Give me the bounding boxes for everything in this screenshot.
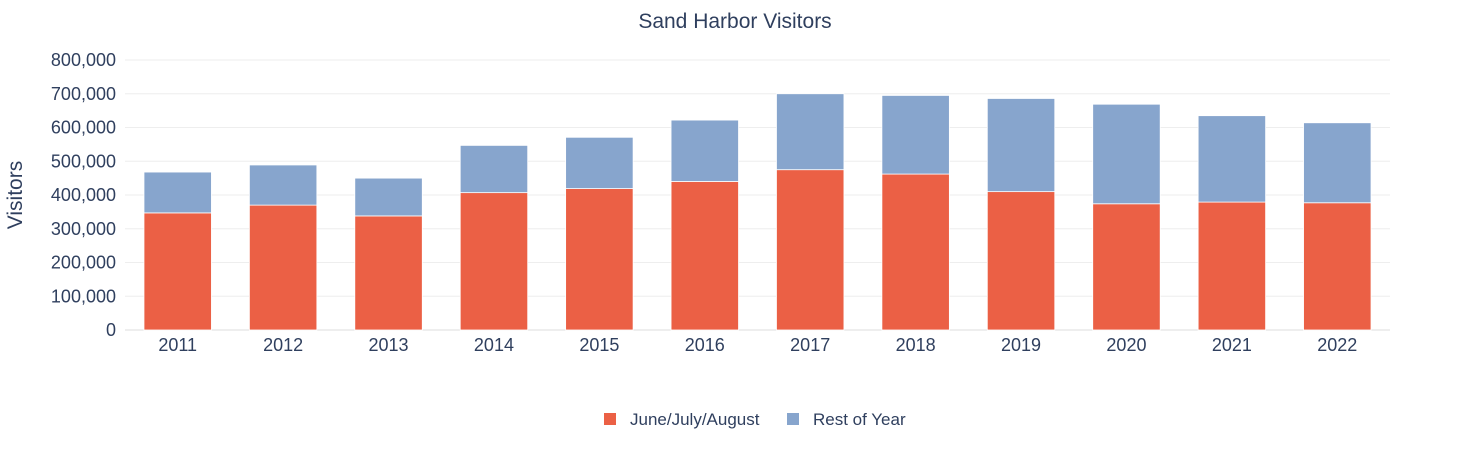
bar-summer-2011	[143, 212, 212, 331]
bar-rest-of-year-2015	[565, 136, 634, 189]
x-tick-label: 2019	[1001, 335, 1041, 355]
x-tick-label: 2013	[369, 335, 409, 355]
bars	[143, 93, 1372, 331]
x-tick-label: 2018	[896, 335, 936, 355]
x-tick-label: 2014	[474, 335, 514, 355]
y-tick-label: 700,000	[51, 84, 116, 104]
bar-rest-of-year-2016	[670, 119, 739, 182]
y-tick-label: 0	[106, 320, 116, 340]
x-tick-label: 2022	[1317, 335, 1357, 355]
bar-rest-of-year-2011	[143, 171, 212, 214]
y-tick-label: 800,000	[51, 50, 116, 70]
x-tick-label: 2020	[1106, 335, 1146, 355]
x-tick-label: 2011	[158, 335, 197, 355]
bar-summer-2016	[670, 181, 739, 331]
bar-rest-of-year-2014	[459, 144, 529, 194]
bar-rest-of-year-2013	[354, 177, 423, 217]
bar-summer-2021	[1197, 201, 1267, 331]
bar-rest-of-year-2017	[776, 93, 845, 171]
legend-label: Rest of Year	[813, 410, 906, 429]
legend-swatch	[604, 413, 616, 425]
x-tick-label: 2016	[685, 335, 725, 355]
legend-label: June/July/August	[630, 410, 760, 429]
bar-rest-of-year-2012	[248, 164, 318, 206]
bar-summer-2015	[565, 188, 634, 331]
y-tick-label: 100,000	[51, 286, 116, 306]
y-tick-label: 600,000	[51, 118, 116, 138]
bar-summer-2020	[1092, 203, 1161, 331]
x-tick-label: 2017	[790, 335, 830, 355]
x-tick-label: 2012	[263, 335, 303, 355]
x-tick-label: 2015	[579, 335, 619, 355]
bar-rest-of-year-2019	[986, 98, 1056, 193]
y-axis-ticks: 0 100,000 200,000 300,000 400,000 500,000 600,…	[51, 50, 116, 340]
bar-rest-of-year-2020	[1092, 103, 1161, 205]
bar-summer-2018	[881, 173, 950, 331]
bar-rest-of-year-2018	[881, 95, 950, 175]
bar-summer-2014	[459, 192, 529, 331]
y-axis-label: Visitors	[4, 161, 27, 229]
bar-summer-2022	[1303, 202, 1372, 331]
y-tick-label: 300,000	[51, 219, 116, 239]
bar-summer-2019	[986, 191, 1056, 331]
bar-rest-of-year-2021	[1197, 115, 1267, 203]
y-tick-label: 500,000	[51, 151, 116, 171]
legend-swatch	[787, 413, 799, 425]
x-axis-ticks: 2011 2012 2013 2014 2015 2016 2017 2018 2019 2020…	[158, 335, 1357, 355]
x-tick-label: 2021	[1212, 335, 1252, 355]
y-tick-label: 200,000	[51, 253, 116, 273]
y-tick-label: 400,000	[51, 185, 116, 205]
gridlines	[125, 59, 1390, 331]
bar-rest-of-year-2022	[1303, 122, 1372, 204]
bar-summer-2013	[354, 215, 423, 331]
bar-summer-2012	[248, 204, 318, 331]
legend: June/July/August Rest of Year	[604, 410, 906, 429]
bar-summer-2017	[776, 169, 845, 331]
chart-title: Sand Harbor Visitors	[638, 10, 831, 33]
